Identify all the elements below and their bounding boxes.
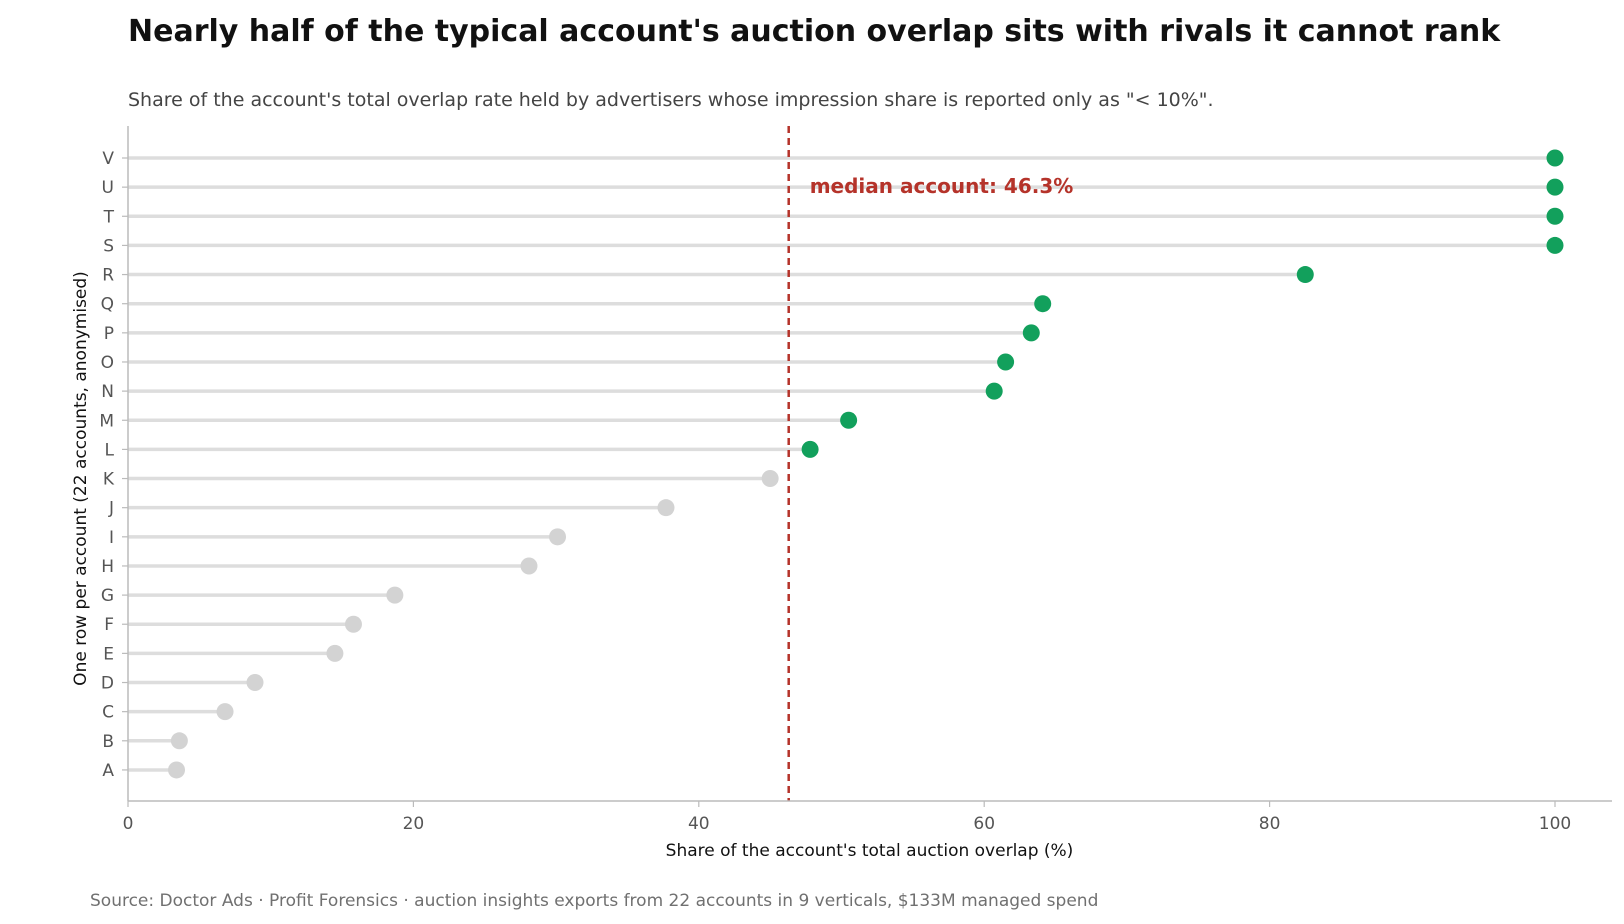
dot-S [1546,236,1564,254]
dot-G [386,586,404,604]
dot-T [1546,207,1564,225]
dot-B [170,732,188,750]
dot-K [761,470,779,488]
y-tick-label-B: B [102,732,114,752]
stems-layer [128,156,1555,772]
y-axis-title: One row per account (22 accounts, anonym… [71,271,91,686]
dot-D [246,674,264,692]
median-layer: median account: 46.3% [787,126,1074,801]
x-tick-label-20: 20 [403,814,425,834]
x-tick-label-40: 40 [688,814,710,834]
dot-R [1296,266,1314,284]
x-axis-title: Share of the account's total auction ove… [666,841,1074,861]
dot-J [657,499,675,517]
y-tick-label-N: N [101,382,114,402]
dot-P [1022,324,1040,342]
y-tick-label-U: U [102,178,114,198]
chart-title: Nearly half of the typical account's auc… [128,14,1501,49]
dot-Q [1034,295,1052,313]
x-tick-label-100: 100 [1539,814,1571,834]
dot-C [216,703,234,721]
x-tick-label-0: 0 [123,814,134,834]
source-note: Source: Doctor Ads · Profit Forensics · … [90,891,1099,911]
y-tick-label-K: K [103,470,115,490]
y-tick-label-S: S [103,236,114,256]
y-tick-label-F: F [104,615,114,635]
y-tick-label-E: E [103,644,114,664]
y-tick-label-A: A [102,761,114,781]
y-tick-label-T: T [103,207,115,227]
y-tick-label-C: C [102,703,114,723]
y-tick-label-L: L [105,440,115,460]
y-tick-label-P: P [104,324,114,344]
dot-L [801,440,819,458]
dots-layer [168,149,1564,779]
x-tick-label-60: 60 [973,814,995,834]
dot-A [168,761,186,779]
dot-U [1546,178,1564,196]
chart-subtitle: Share of the account's total overlap rat… [128,89,1214,111]
dot-H [520,557,538,575]
dot-E [326,644,344,662]
axes-layer [127,126,1612,802]
y-tick-label-O: O [101,353,114,373]
y-tick-label-Q: Q [101,295,114,315]
dot-F [344,615,362,633]
y-tick-label-D: D [101,674,114,694]
y-tick-label-M: M [99,411,114,431]
dot-M [840,411,858,429]
y-tick-label-G: G [101,586,114,606]
y-tick-label-R: R [102,266,114,286]
x-ticks-layer: 0 20 40 60 80 100 [123,801,1571,834]
y-tick-label-I: I [109,528,114,548]
dot-N [985,382,1003,400]
median-label: median account: 46.3% [810,174,1074,198]
y-tick-label-J: J [108,499,114,519]
y-tick-label-H: H [101,557,114,577]
dot-I [549,528,567,546]
x-tick-label-80: 80 [1259,814,1281,834]
dot-V [1546,149,1564,167]
dot-O [997,353,1015,371]
y-tick-label-V: V [102,149,114,169]
